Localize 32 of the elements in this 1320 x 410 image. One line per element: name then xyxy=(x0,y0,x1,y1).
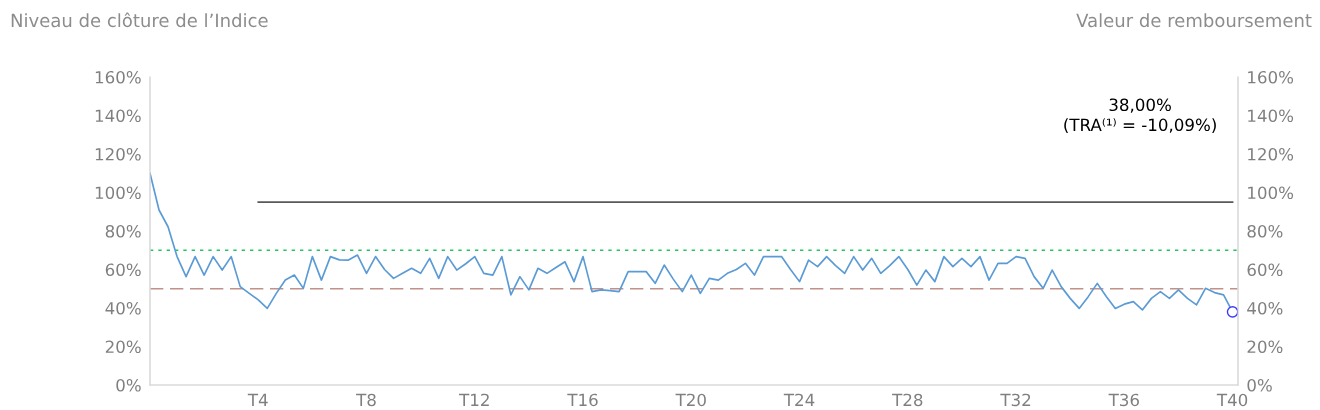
y2-tick-label: 60% xyxy=(1247,263,1283,277)
annotation: (TRA⁽¹⁾ = -10,09%) xyxy=(1064,118,1216,134)
x-tick-label: T8 xyxy=(356,393,376,407)
y-tick-label: 80% xyxy=(105,224,141,238)
y-tick-label: 120% xyxy=(95,147,141,161)
x-tick-label: T24 xyxy=(783,393,815,406)
x-tick-label: T20 xyxy=(675,393,706,407)
y2-tick-label: 40% xyxy=(1247,301,1283,315)
x-tick-label: T12 xyxy=(459,393,489,406)
y-tick-label: 160% xyxy=(95,70,141,84)
y2-axis-title: Valeur de remboursement xyxy=(1076,13,1312,28)
y-tick-label: 20% xyxy=(105,340,141,354)
x-tick-label: T28 xyxy=(892,393,923,407)
y2-tick-label: 120% xyxy=(1248,147,1294,161)
x-tick-label: T4 xyxy=(247,393,268,406)
y2-tick-label: 160% xyxy=(1248,70,1294,84)
y-tick-label: 140% xyxy=(95,109,141,123)
x-tick-label: T16 xyxy=(567,393,598,407)
y-tick-label: 0% xyxy=(116,378,141,392)
y-tick-label: 60% xyxy=(105,263,141,277)
y2-tick-label: 80% xyxy=(1247,224,1283,238)
y2-tick-label: 140% xyxy=(1248,109,1294,123)
x-tick-label: T36 xyxy=(1108,393,1139,407)
x-tick-label: T40 xyxy=(1216,393,1248,407)
y2-tick-label: 0% xyxy=(1247,378,1272,392)
y2-tick-label: 20% xyxy=(1247,340,1283,354)
annotation: 38,00% xyxy=(1109,98,1171,113)
y-tick-label: 100% xyxy=(95,186,141,200)
y2-tick-label: 100% xyxy=(1248,186,1294,200)
y-axis-title: Niveau de clôture de l’Indice xyxy=(11,12,268,28)
y-tick-label: 40% xyxy=(105,301,141,315)
x-tick-label: T32 xyxy=(1000,393,1031,407)
